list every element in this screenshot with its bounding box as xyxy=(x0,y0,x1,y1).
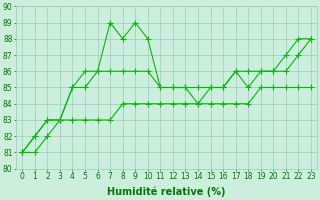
X-axis label: Humidité relative (%): Humidité relative (%) xyxy=(108,187,226,197)
